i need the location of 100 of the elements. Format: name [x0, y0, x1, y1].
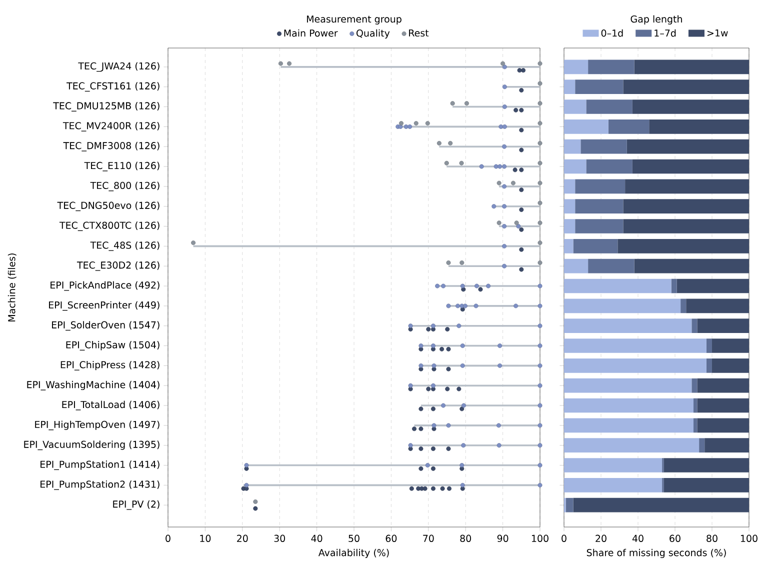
- bar: [664, 458, 750, 472]
- bar: [623, 219, 750, 234]
- y-tick-label: EPI_TotalLoad (1406): [62, 400, 160, 410]
- bar: [564, 478, 662, 492]
- bar: [564, 120, 608, 134]
- x-tick-label: 0: [166, 534, 170, 542]
- x-tick-label: 10: [200, 534, 211, 542]
- y-tick-label: EPI_WashingMachine (1404): [27, 380, 160, 390]
- y-tick-label: TEC_DNG50evo (126): [57, 202, 160, 212]
- x-tick-label: 20: [237, 534, 248, 542]
- x-tick-label: 70: [423, 534, 434, 542]
- bar: [564, 239, 574, 254]
- bar: [566, 498, 574, 512]
- bar: [564, 418, 694, 433]
- bar: [697, 318, 750, 334]
- bar: [573, 498, 750, 512]
- bar: [575, 199, 624, 214]
- y-tick-label: TEC_800 (126): [90, 182, 160, 192]
- bar: [704, 438, 750, 453]
- bar: [623, 199, 750, 214]
- bar: [692, 318, 698, 334]
- bar: [580, 139, 627, 154]
- bar: [664, 478, 750, 492]
- bar: [564, 438, 700, 453]
- bar: [564, 179, 576, 194]
- bar: [706, 338, 712, 353]
- bar: [712, 358, 750, 373]
- bar: [626, 139, 750, 154]
- y-tick-label: TEC_E110 (126): [84, 162, 160, 172]
- y-tick-label: EPI_HighTempOven (1497): [35, 420, 160, 430]
- x-tick-label: 60: [670, 534, 680, 542]
- bar: [697, 398, 750, 413]
- bar: [564, 378, 692, 393]
- bar: [564, 278, 672, 294]
- x-tick-label: 100: [532, 534, 548, 542]
- bar: [618, 239, 750, 254]
- bar: [632, 100, 750, 114]
- bar: [564, 358, 706, 373]
- bar: [573, 239, 618, 254]
- bar: [686, 298, 750, 314]
- x-tick-label: 50: [348, 534, 360, 542]
- legend-label: Main Power: [284, 29, 338, 37]
- bar: [564, 80, 576, 94]
- x-axis-title: Availability (%): [318, 548, 389, 558]
- bar: [564, 298, 681, 314]
- bar: [625, 179, 750, 194]
- bar: [697, 378, 750, 393]
- legend-label: Quality: [356, 29, 390, 39]
- bar: [564, 159, 586, 174]
- bar: [632, 159, 750, 174]
- bar: [564, 60, 588, 74]
- y-tick-label: TEC_48S (126): [90, 241, 160, 251]
- x-tick-label: 100: [740, 534, 758, 542]
- x-tick-label: 20: [596, 534, 606, 542]
- x-tick-label: 80: [706, 534, 718, 542]
- y-tick-label: EPI_ChipSaw (1504): [66, 341, 160, 350]
- legend-label: 0–1d: [601, 29, 623, 37]
- bar: [634, 60, 750, 74]
- x-tick-label: 40: [632, 534, 644, 542]
- y-tick-label: TEC_DMF3008 (126): [63, 142, 160, 152]
- y-tick-label: TEC_DMU125MB (126): [53, 102, 160, 112]
- bar: [676, 278, 750, 294]
- bar: [697, 418, 750, 433]
- legend-label: >1w: [707, 29, 728, 36]
- bar: [588, 60, 634, 74]
- bar: [649, 120, 750, 134]
- bar: [564, 338, 706, 353]
- bar: [564, 458, 662, 472]
- y-tick-label: EPI_ScreenPrinter (449): [49, 301, 160, 311]
- bar: [694, 418, 698, 433]
- y-tick-label: EPI_PV (2): [113, 500, 160, 510]
- legend-label: Rest: [409, 29, 429, 37]
- y-tick-label: TEC_JWA24 (126): [78, 62, 160, 72]
- bar: [564, 100, 586, 114]
- y-tick-label: TEC_E30D2 (126): [76, 261, 160, 271]
- x-tick-label: 0: [562, 534, 566, 542]
- bar: [634, 258, 750, 274]
- y-tick-label: EPI_PumpStation2 (1431): [40, 480, 160, 490]
- bar: [699, 438, 705, 453]
- bar: [564, 398, 694, 413]
- bar: [608, 120, 650, 134]
- legend-title: Gap length: [630, 15, 682, 24]
- x-tick-label: 80: [460, 534, 472, 542]
- y-tick-label: TEC_MV2400R (126): [62, 122, 160, 132]
- bar: [575, 179, 626, 194]
- bar: [680, 298, 686, 314]
- x-tick-label: 90: [497, 534, 508, 542]
- bar: [586, 100, 632, 114]
- y-tick-label: TEC_CTX800TC (126): [59, 222, 160, 231]
- bar: [586, 159, 632, 174]
- x-tick-label: 30: [274, 534, 286, 542]
- legend-title: Measurement group: [307, 16, 402, 24]
- bar: [564, 219, 576, 234]
- bar: [671, 278, 677, 294]
- bar: [588, 258, 634, 274]
- bar: [564, 199, 576, 214]
- y-tick-label: TEC_CFST161 (126): [66, 82, 160, 92]
- bar: [575, 80, 624, 94]
- x-tick-label: 40: [311, 534, 322, 542]
- y-tick-label: EPI_ChipPress (1428): [60, 360, 160, 370]
